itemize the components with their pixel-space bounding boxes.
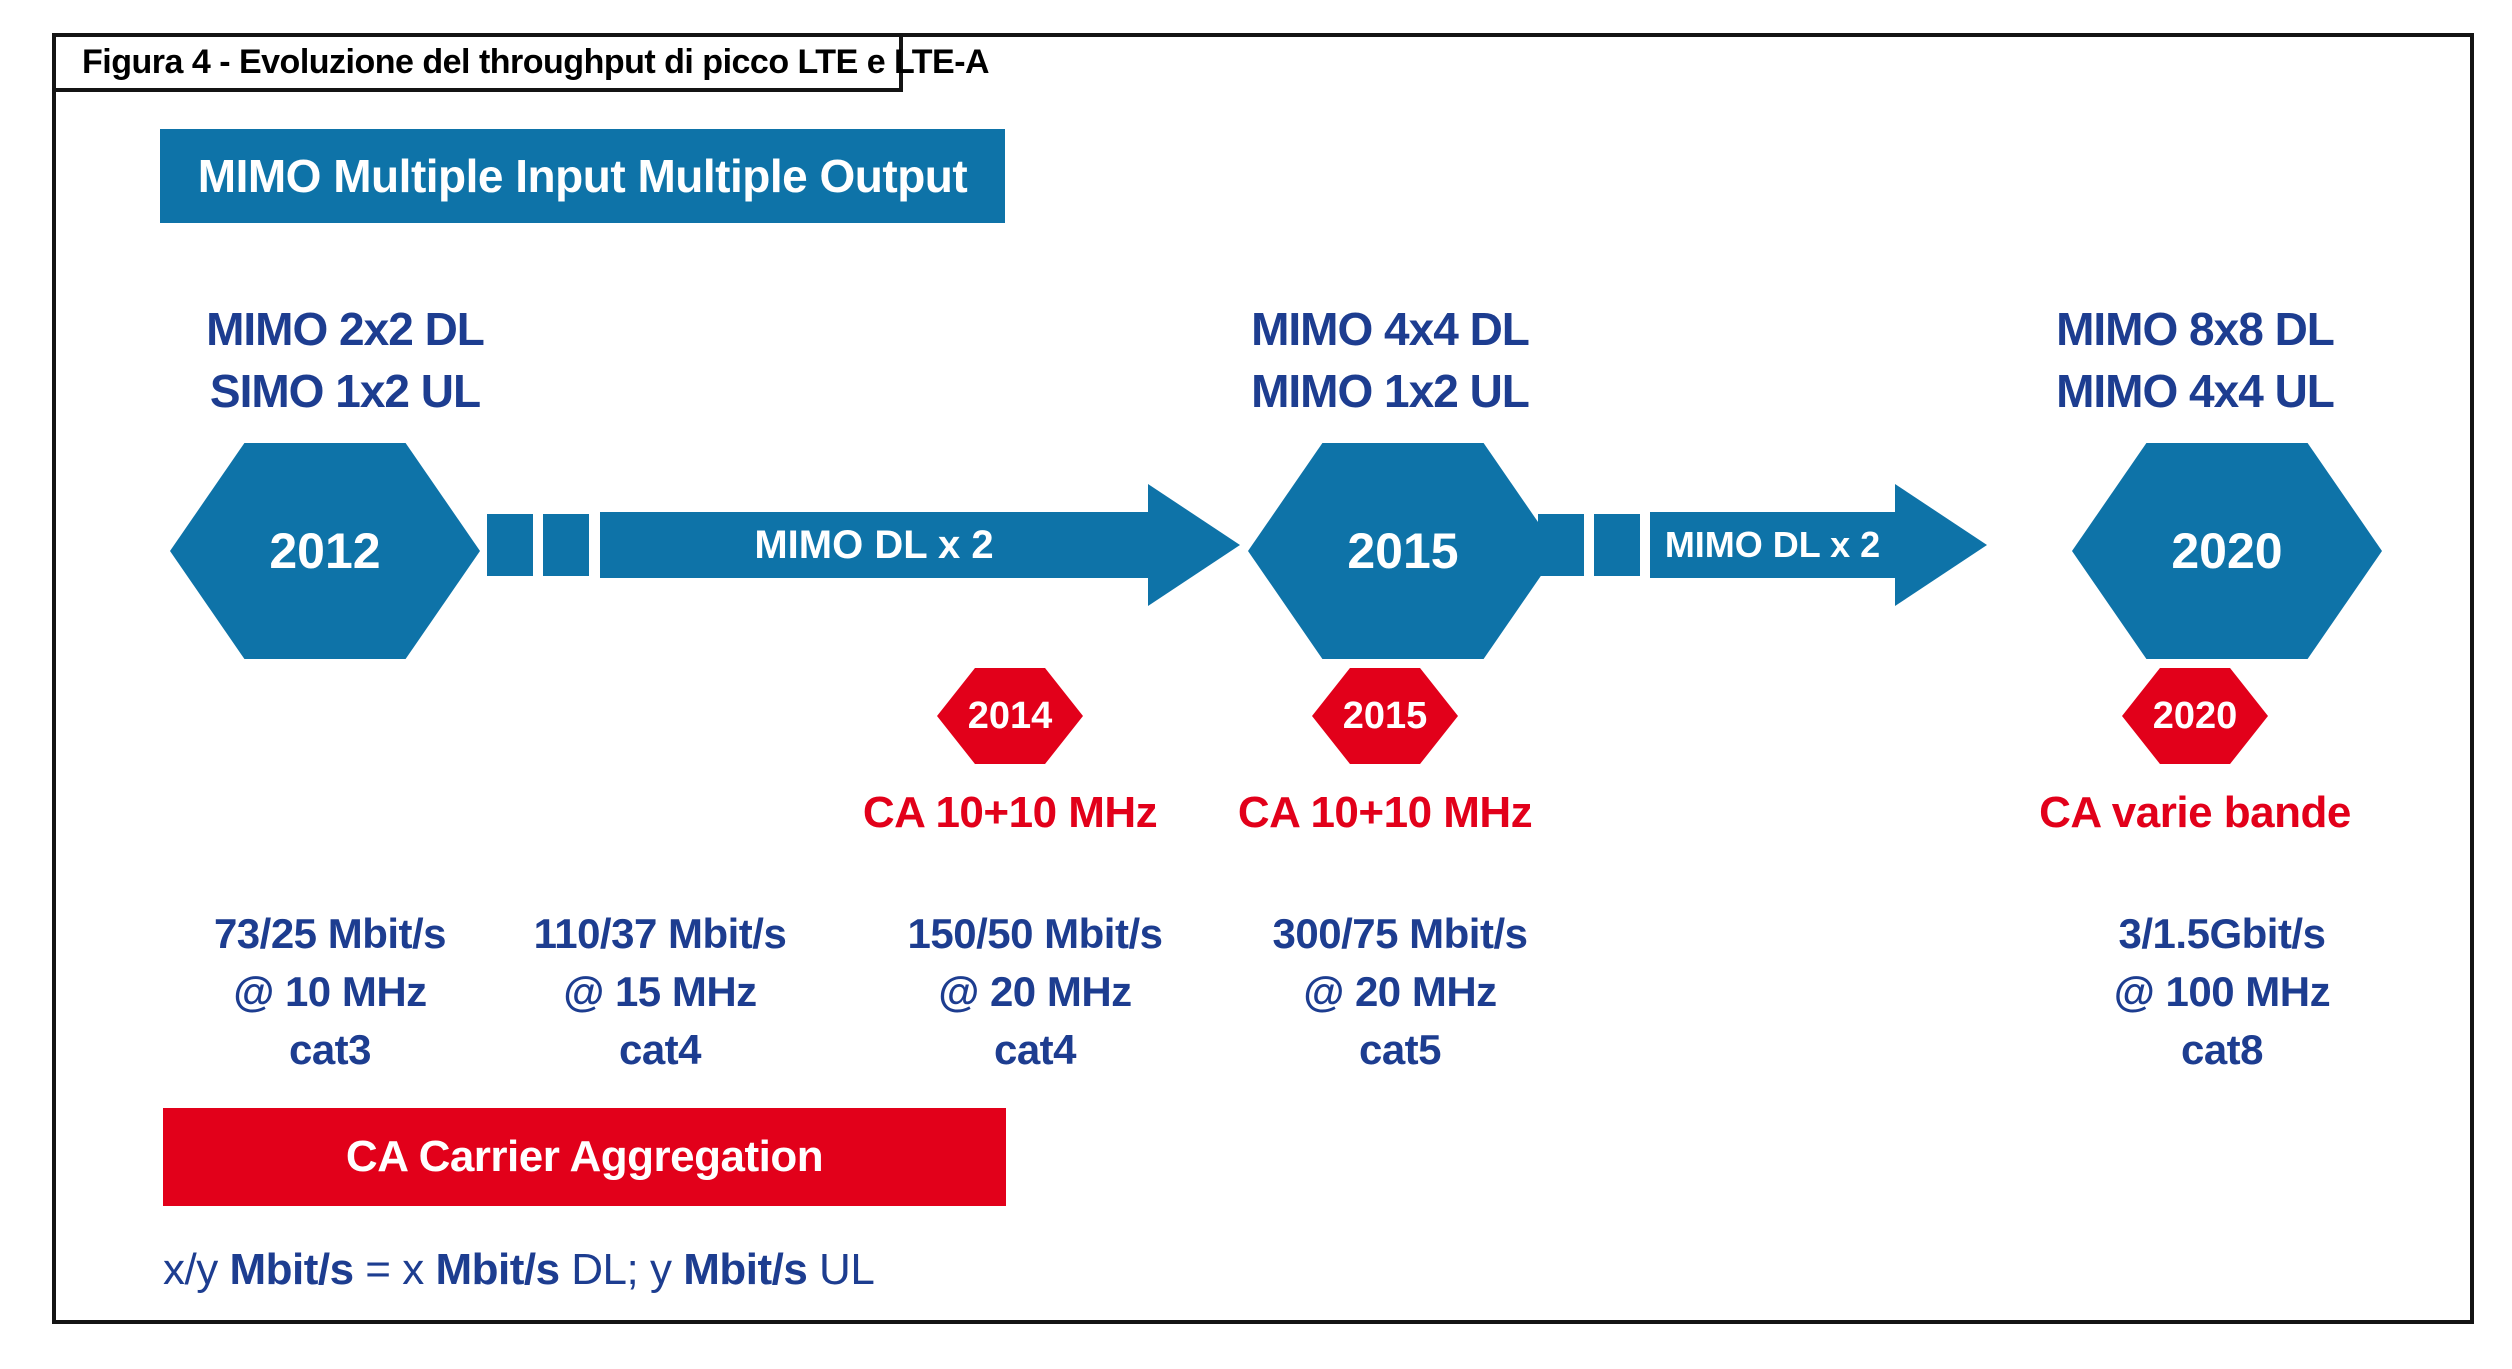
arrow-2-dash-1 [1538, 514, 1584, 576]
units-legend-part-7: UL [807, 1245, 875, 1294]
units-legend-part-4: Mbit/s [435, 1245, 560, 1294]
node-2015-mimo-label-line1: MIMO 4x4 DL [1251, 303, 1530, 355]
node-2020-mimo-label: MIMO 8x8 DL MIMO 4x4 UL [1935, 298, 2455, 422]
arrow-1-dash-2 [543, 514, 589, 576]
throughput-col-2-rate: 110/37 Mbit/s [533, 910, 787, 957]
units-legend-part-6: Mbit/s [683, 1245, 808, 1294]
arrow-1-label: MIMO DL x 2 [754, 522, 994, 567]
figure-title: Figura 4 - Evoluzione del throughput di … [82, 43, 990, 81]
node-2015-mimo-label: MIMO 4x4 DL MIMO 1x2 UL [1130, 298, 1650, 422]
hexagon-year-2020: 2020 [2072, 443, 2382, 659]
ca-hexagon-2014-label: 2014 [967, 694, 1053, 737]
throughput-col-1-bandwidth: @ 10 MHz [233, 968, 427, 1015]
node-2012-mimo-label-line2: SIMO 1x2 UL [209, 365, 481, 417]
throughput-col-5-bandwidth: @ 100 MHz [2113, 968, 2331, 1015]
hexagon-year-2012: 2012 [170, 443, 480, 659]
throughput-col-2: 110/37 Mbit/s @ 15 MHz cat4 [450, 905, 870, 1079]
ca-legend-banner-label: CA Carrier Aggregation [345, 1132, 824, 1181]
arrow-2-dash-2 [1594, 514, 1640, 576]
ca-milestone-2015-text: CA 10+10 MHz [1237, 788, 1533, 837]
throughput-col-3: 150/50 Mbit/s @ 20 MHz cat4 [825, 905, 1245, 1079]
throughput-col-3-category: cat4 [993, 1026, 1077, 1073]
hexagon-year-2015: 2015 [1248, 443, 1558, 659]
throughput-col-4-bandwidth: @ 20 MHz [1303, 968, 1497, 1015]
arrow-2-body: MIMO DL x 2 [1650, 512, 1895, 578]
arrow-1-body: MIMO DL x 2 [600, 512, 1148, 578]
node-2012-mimo-label-line1: MIMO 2x2 DL [206, 303, 485, 355]
arrow-2-label: MIMO DL x 2 [1664, 524, 1881, 565]
hexagon-year-2020-label: 2020 [2171, 523, 2283, 579]
throughput-col-4-category: cat5 [1358, 1026, 1442, 1073]
throughput-col-3-bandwidth: @ 20 MHz [938, 968, 1132, 1015]
ca-milestone-2014-text: CA 10+10 MHz [862, 788, 1158, 837]
ca-legend-banner: CA Carrier Aggregation [163, 1108, 1006, 1206]
throughput-col-1-category: cat3 [288, 1026, 372, 1073]
throughput-col-2-bandwidth: @ 15 MHz [563, 968, 757, 1015]
figure-border [52, 33, 2474, 1324]
throughput-col-4: 300/75 Mbit/s @ 20 MHz cat5 [1190, 905, 1610, 1079]
throughput-col-5-category: cat8 [2180, 1026, 2264, 1073]
ca-hexagon-2020-label: 2020 [2152, 694, 2238, 737]
hexagon-year-2015-label: 2015 [1347, 523, 1459, 579]
throughput-col-1: 73/25 Mbit/s @ 10 MHz cat3 [120, 905, 540, 1079]
node-2020-mimo-label-line2: MIMO 4x4 UL [2056, 365, 2335, 417]
node-2015-mimo-label-line2: MIMO 1x2 UL [1251, 365, 1530, 417]
ca-milestone-2020-text: CA varie bande [2039, 788, 2351, 837]
units-legend-part-1: x/y [163, 1245, 230, 1294]
units-legend-part-3: = x [353, 1245, 436, 1294]
units-legend-part-5: DL; y [559, 1245, 684, 1294]
throughput-col-4-rate: 300/75 Mbit/s [1272, 910, 1528, 957]
ca-hexagon-2015-label: 2015 [1342, 694, 1428, 737]
throughput-col-5: 3/1.5Gbit/s @ 100 MHz cat8 [2012, 905, 2432, 1079]
node-2012-mimo-label: MIMO 2x2 DL SIMO 1x2 UL [85, 298, 605, 422]
figure-title-box: Figura 4 - Evoluzione del throughput di … [52, 33, 990, 92]
throughput-col-1-rate: 73/25 Mbit/s [213, 910, 447, 957]
units-legend-part-2: Mbit/s [229, 1245, 354, 1294]
throughput-col-2-category: cat4 [618, 1026, 702, 1073]
node-2020-mimo-label-line1: MIMO 8x8 DL [2056, 303, 2335, 355]
mimo-legend-banner: MIMO Multiple Input Multiple Output [160, 129, 1005, 223]
hexagon-year-2012-label: 2012 [269, 523, 381, 579]
arrow-1-dash-1 [487, 514, 533, 576]
throughput-col-5-rate: 3/1.5Gbit/s [2118, 910, 2326, 957]
units-legend: x/y Mbit/s = x Mbit/s DL; y Mbit/s UL [163, 1245, 875, 1295]
throughput-col-3-rate: 150/50 Mbit/s [907, 910, 1163, 957]
mimo-legend-banner-label: MIMO Multiple Input Multiple Output [197, 150, 968, 202]
